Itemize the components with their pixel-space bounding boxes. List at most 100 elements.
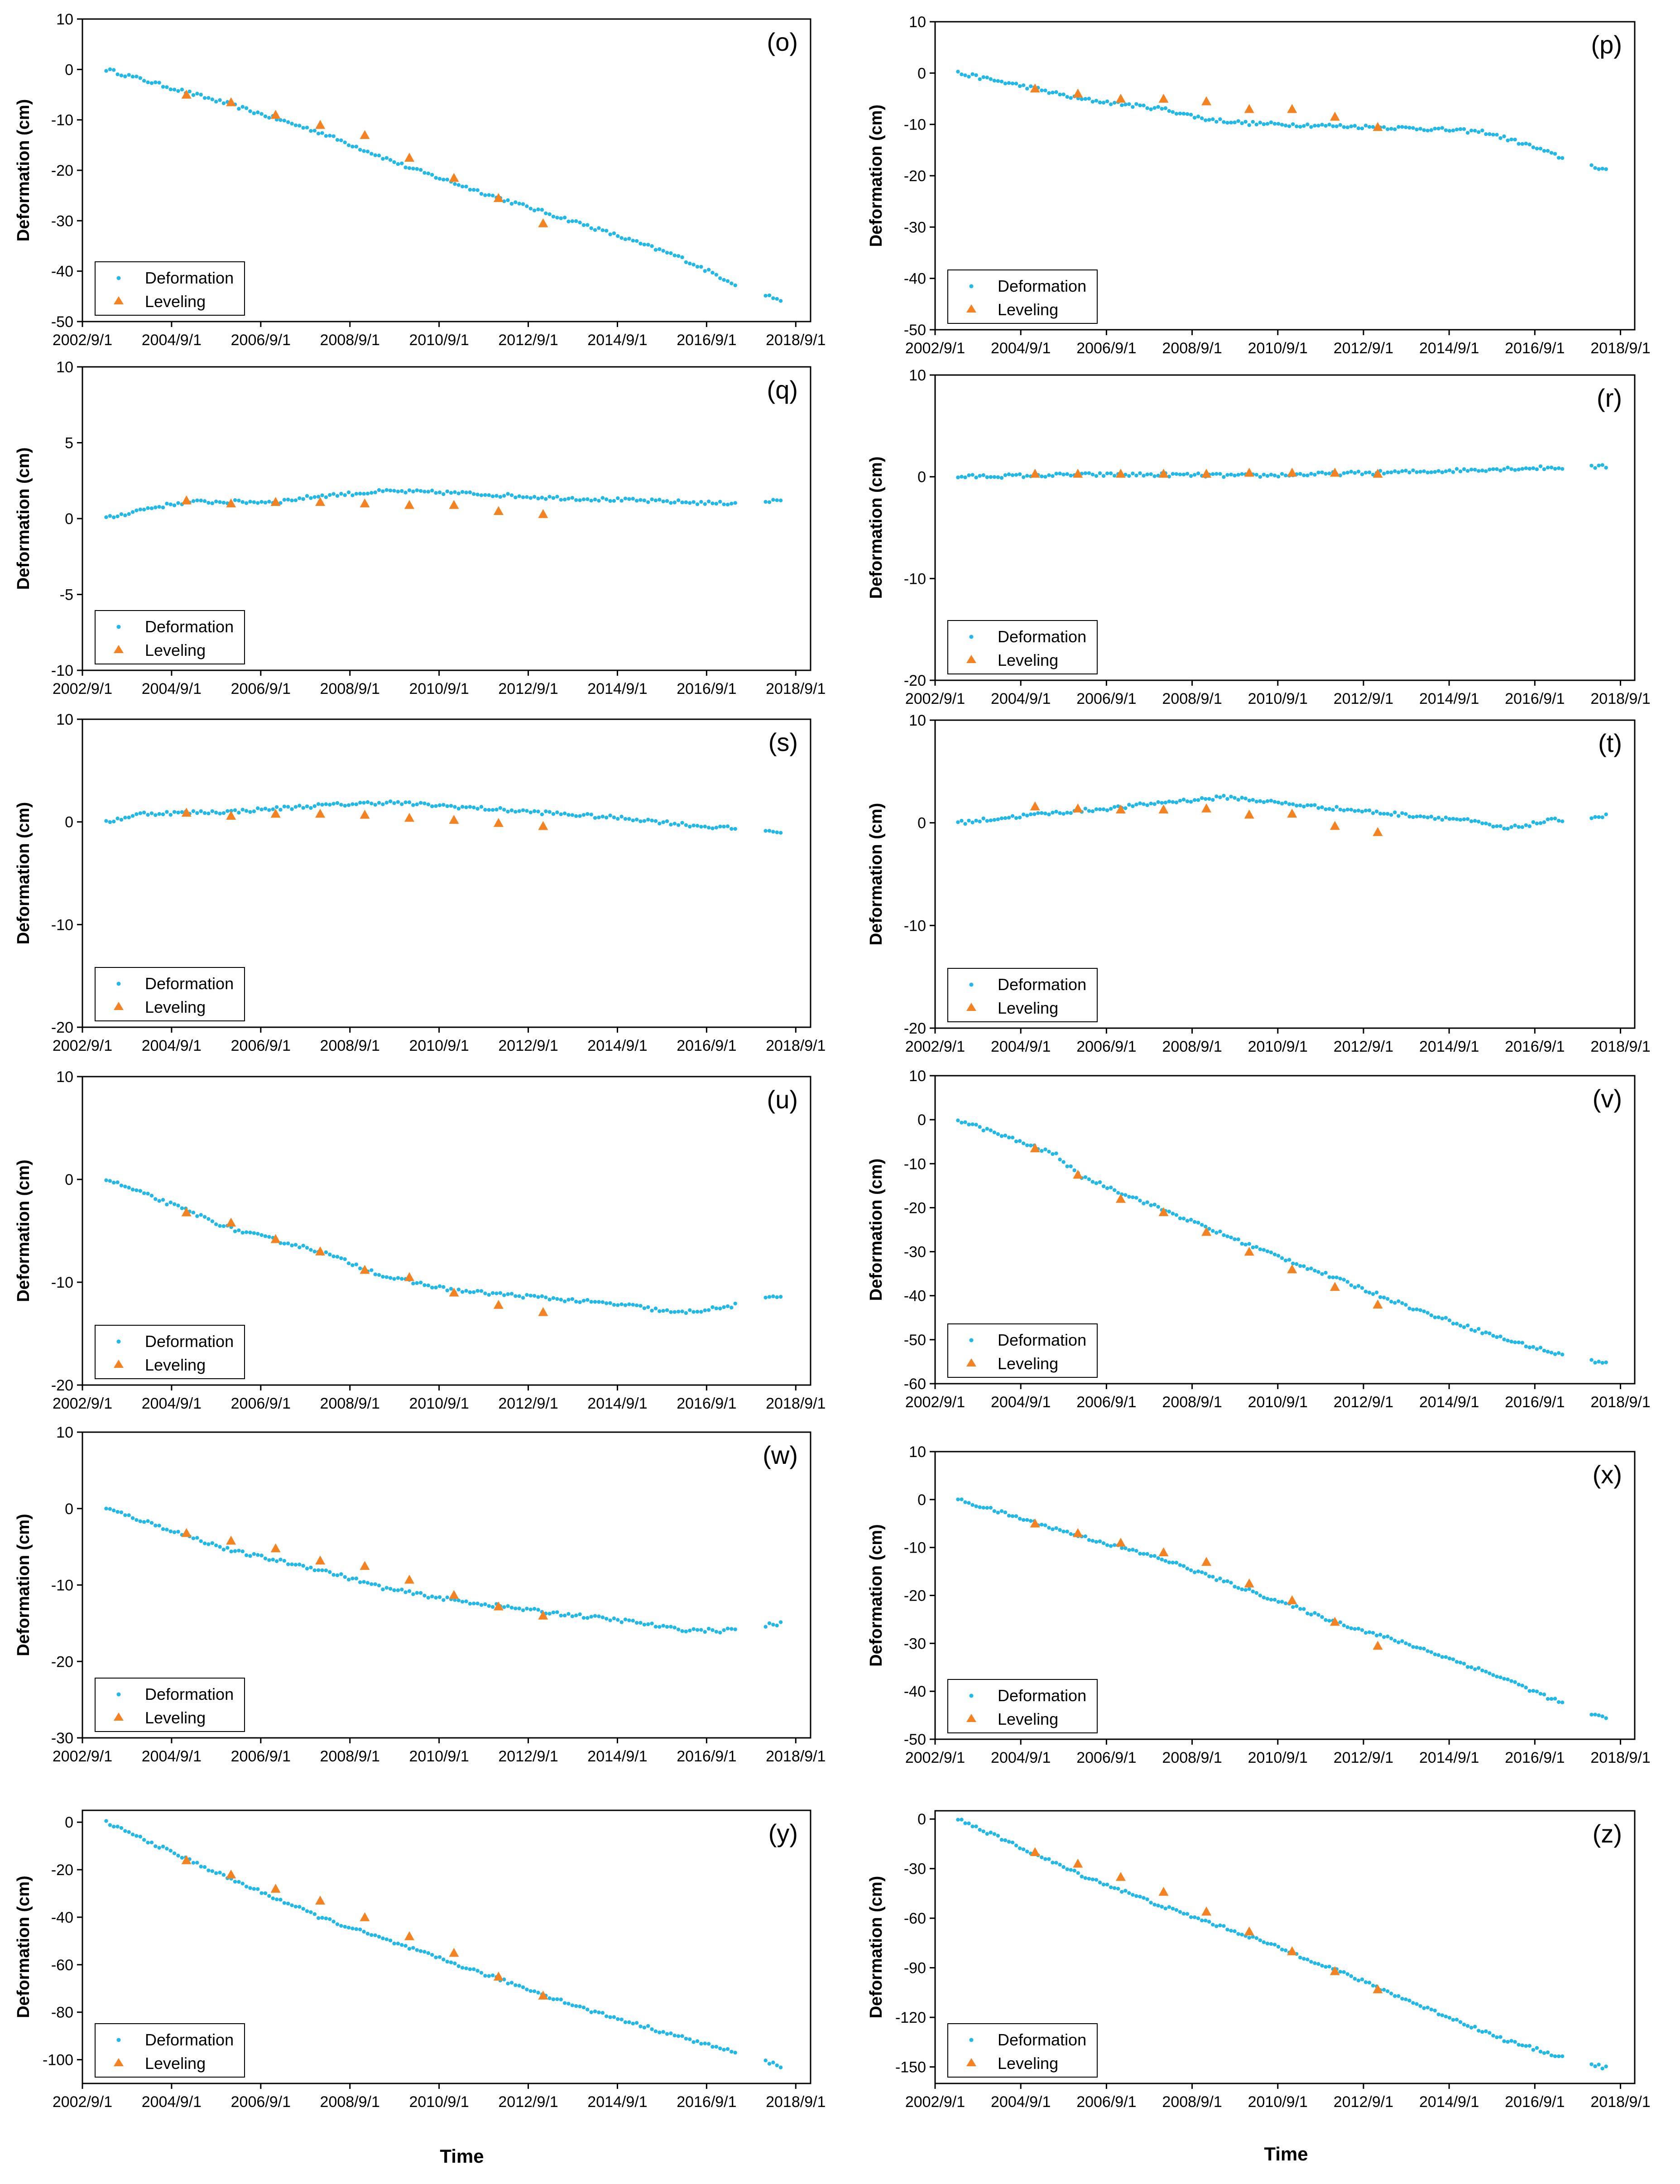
deformation-point [1433,2008,1437,2013]
deformation-point [218,98,222,102]
deformation-point [578,498,582,502]
deformation-point [1480,468,1484,472]
deformation-point [1488,823,1492,827]
deformation-point [1488,1331,1492,1335]
deformation-point [1105,1543,1109,1547]
deformation-point [426,490,431,494]
deformation-point [1345,125,1350,130]
legend-leveling-marker [114,2058,124,2066]
deformation-point [479,1289,484,1293]
y-tick-label: 0 [65,1501,73,1518]
deformation-point [403,491,408,495]
deformation-point [730,281,734,285]
deformation-point [445,1288,449,1293]
deformation-point [1214,1578,1219,1582]
deformation-point [1200,796,1204,800]
deformation-point [1436,1653,1441,1657]
deformation-point [1152,106,1157,110]
deformation-point [1222,1924,1226,1928]
deformation-point [1276,1600,1281,1604]
deformation-point [1094,474,1099,478]
x-tick-label: 2012/9/1 [498,1748,558,1765]
leveling-point [404,500,415,509]
deformation-point [199,809,203,813]
deformation-point [305,1246,309,1250]
deformation-point [653,498,658,503]
deformation-point [1447,1318,1452,1323]
deformation-point [521,1296,525,1300]
leveling-point [1287,1946,1297,1955]
deformation-point [453,1961,457,1966]
deformation-point [149,811,154,815]
deformation-point [1553,2054,1557,2059]
deformation-point [996,79,1000,83]
deformation-point [1353,124,1357,128]
deformation-point [1513,823,1517,827]
deformation-point [354,802,359,806]
y-tick-label: 0 [917,65,926,82]
deformation-point [593,1300,597,1304]
deformation-point [763,293,768,298]
deformation-point [688,501,692,505]
deformation-point [312,804,317,808]
deformation-point [487,1604,491,1608]
deformation-point [1174,1908,1179,1912]
deformation-point [1025,1143,1029,1147]
deformation-point [1462,2022,1466,2027]
deformation-point [1556,156,1561,160]
legend-deformation-label: Deformation [145,974,234,993]
deformation-point [1134,473,1138,478]
deformation-point [1207,1227,1211,1231]
deformation-point [130,1516,135,1520]
deformation-point [267,1235,271,1239]
deformation-point [1484,469,1488,473]
deformation-point [437,1284,442,1288]
deformation-point [210,1541,215,1545]
deformation-point [1134,1549,1138,1553]
deformation-point [1415,1307,1419,1311]
deformation-point [154,1524,158,1528]
deformation-point [1560,2054,1565,2059]
deformation-point [244,1553,249,1557]
legend-leveling-label: Leveling [998,2054,1058,2073]
y-tick-label: -20 [51,1377,73,1394]
x-tick-label: 2016/9/1 [677,332,736,349]
deformation-point [1131,1548,1135,1552]
deformation-point [1367,125,1372,129]
deformation-point [1360,126,1364,130]
deformation-point [661,820,665,824]
deformation-point [525,495,529,499]
deformation-point [278,808,283,812]
deformation-point [967,75,971,79]
deformation-point [1113,1188,1117,1192]
deformation-point [1600,167,1604,171]
deformation-point [1149,107,1153,111]
legend [95,1325,245,1379]
deformation-point [695,1309,700,1314]
x-tick-label: 2012/9/1 [1334,1394,1393,1411]
deformation-point [1247,1936,1251,1940]
deformation-point [1105,471,1109,476]
deformation-point [1597,815,1601,819]
deformation-point [1400,469,1404,473]
deformation-point [1051,91,1055,95]
deformation-point [388,158,393,162]
deformation-point [586,812,590,816]
deformation-point [320,1568,324,1573]
deformation-point [1600,1714,1604,1718]
deformation-point [1593,815,1597,819]
legend-leveling-marker [114,296,124,304]
y-axis-label: Deformation (cm) [14,447,33,590]
deformation-point [623,2020,628,2025]
x-tick-label: 2004/9/1 [991,340,1051,357]
legend-leveling-label: Leveling [145,2054,206,2073]
deformation-point [214,499,218,504]
deformation-point [370,491,374,495]
x-tick-label: 2018/9/1 [766,2093,826,2111]
deformation-point [661,499,665,504]
deformation-point [1014,82,1018,86]
deformation-point [562,216,567,220]
deformation-point [600,228,605,232]
deformation-point [1306,1958,1310,1962]
deformation-point [1407,1306,1411,1311]
